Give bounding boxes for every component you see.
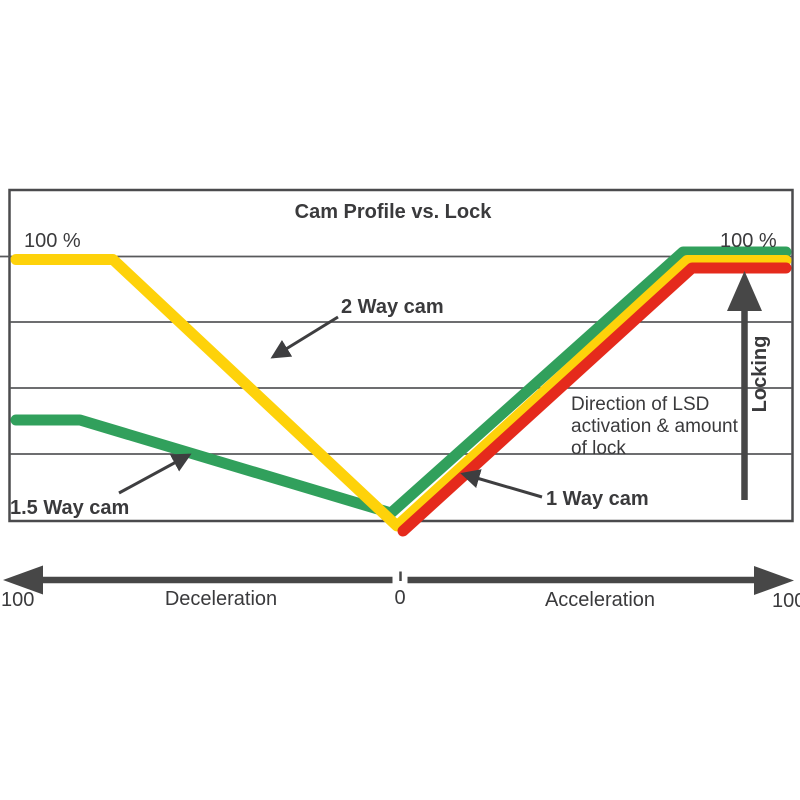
axis-deceleration-label: Deceleration: [165, 588, 277, 610]
1-5-way-cam-callout-arrow: [118, 453, 192, 495]
axis-arrowhead-right-icon: [754, 566, 794, 595]
axis-100-left-label: 100: [1, 589, 34, 611]
1-5-way-cam-label: 1.5 Way cam: [10, 497, 129, 519]
direction-note: Direction of LSD activation & amount of …: [571, 394, 739, 459]
axis-100-right-label: 100: [772, 590, 800, 612]
1-way-cam-callout-arrow: [460, 469, 543, 499]
gridlines: [0, 255, 792, 455]
locking-arrow: [727, 271, 762, 500]
axis-acceleration-label: Acceleration: [545, 589, 655, 611]
locking-label: Locking: [749, 336, 771, 413]
left-100-percent-label: 100 %: [24, 230, 81, 252]
axis-arrowhead-left-icon: [3, 565, 43, 595]
axis-zero-label: 0: [394, 587, 405, 609]
direction-note-line-3: of lock: [571, 438, 626, 459]
throttle-axis: [3, 565, 794, 595]
2-way-cam-label: 2 Way cam: [341, 296, 444, 318]
line-1-way-cam: [397, 262, 792, 537]
line-2-way-cam: [10, 254, 792, 532]
direction-note-line-2: activation & amount: [571, 416, 739, 437]
2-way-cam-callout-arrow: [270, 315, 339, 359]
chart-title: Cam Profile vs. Lock: [295, 201, 493, 223]
1-way-cam-label: 1 Way cam: [546, 488, 649, 510]
locking-arrow-head: [727, 271, 762, 311]
plot-border: [8, 188, 794, 523]
right-100-percent-label: 100 %: [720, 230, 777, 252]
direction-note-line-1: Direction of LSD: [571, 394, 709, 415]
